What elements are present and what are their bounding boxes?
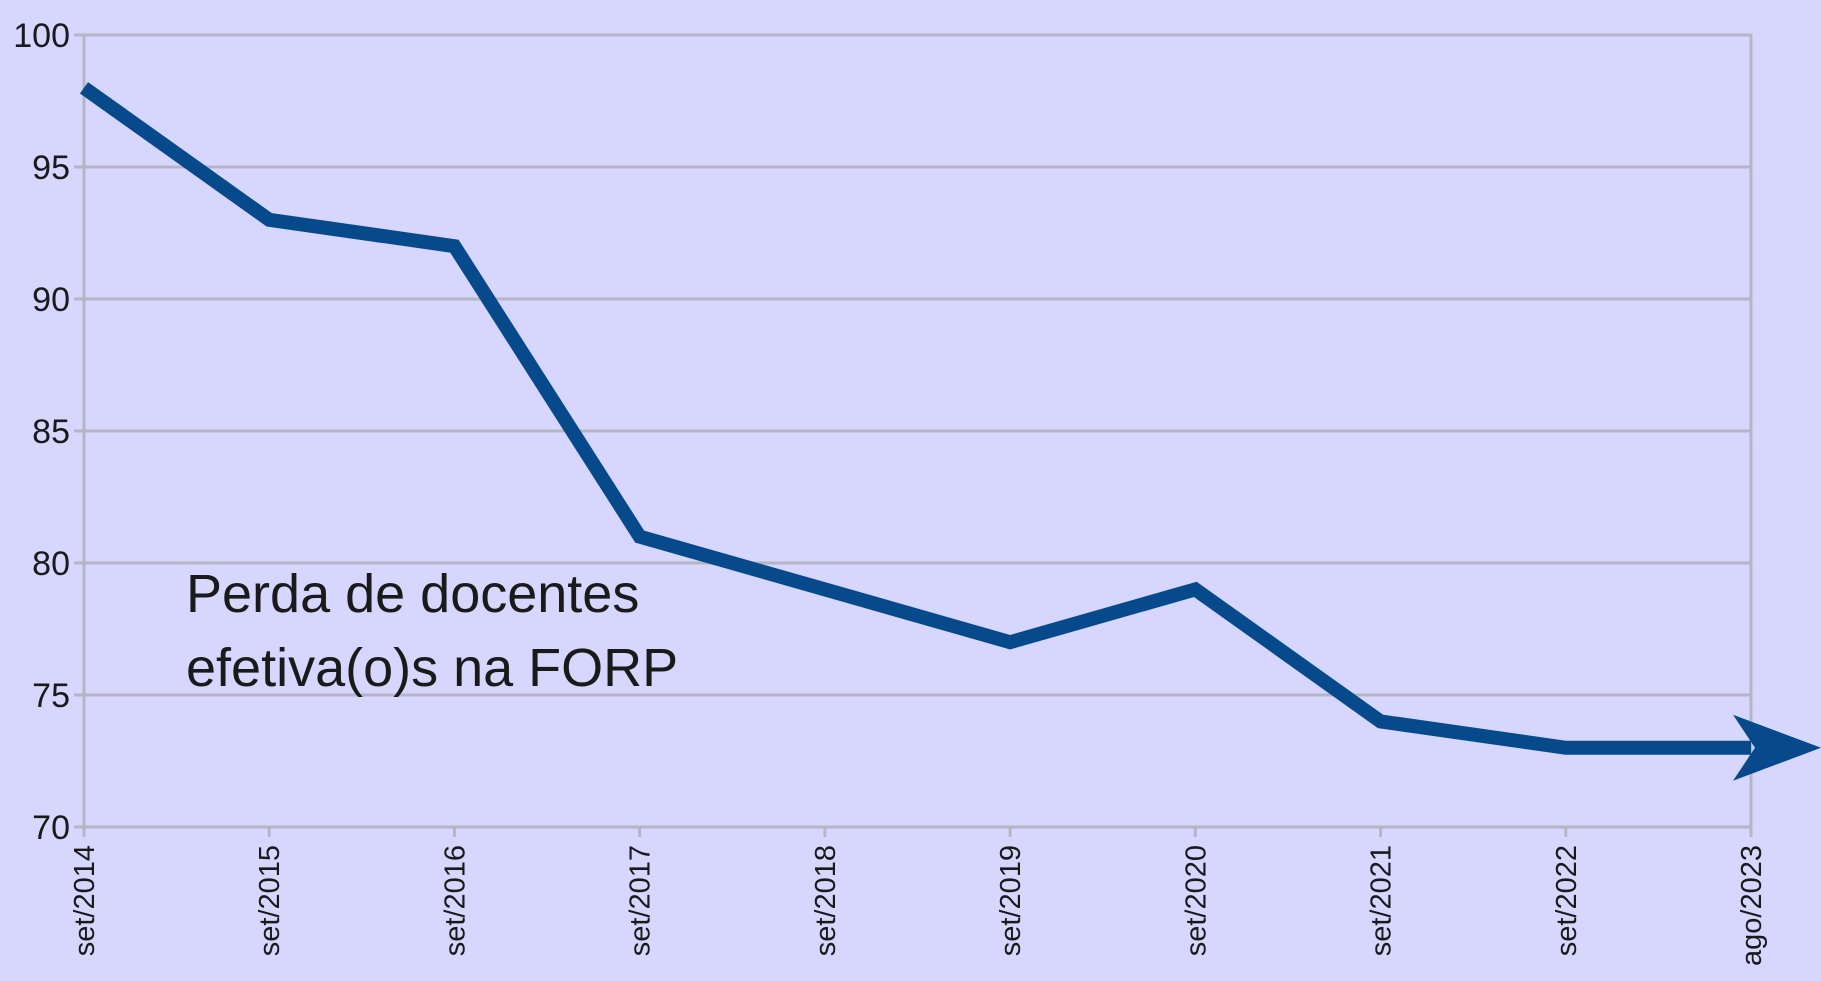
data-line (79, 82, 1751, 755)
x-tick-label: set/2019 (995, 845, 1027, 956)
x-tick-label: set/2018 (810, 845, 842, 956)
x-tick-label: set/2020 (1180, 845, 1212, 956)
x-tick-label: set/2017 (625, 845, 657, 956)
y-tick-label: 100 (13, 17, 70, 55)
y-tick-label: 75 (32, 677, 70, 715)
x-tick-label: set/2022 (1551, 845, 1583, 956)
x-tick-label: set/2021 (1366, 845, 1398, 956)
annotation: Perda de docentes (186, 564, 639, 624)
x-tick-label: ago/2023 (1736, 845, 1768, 966)
arrow-head (1733, 714, 1821, 781)
x-tick-label: set/2015 (254, 845, 286, 956)
x-tick-label: set/2016 (439, 845, 471, 956)
y-tick-label: 90 (32, 281, 70, 319)
y-tick-label: 70 (32, 809, 70, 847)
y-tick-label: 80 (32, 545, 70, 583)
y-tick-label: 85 (32, 413, 70, 451)
x-tick-label: set/2014 (69, 845, 101, 956)
annotation: efetiva(o)s na FORP (186, 638, 678, 698)
y-tick-label: 95 (32, 149, 70, 187)
